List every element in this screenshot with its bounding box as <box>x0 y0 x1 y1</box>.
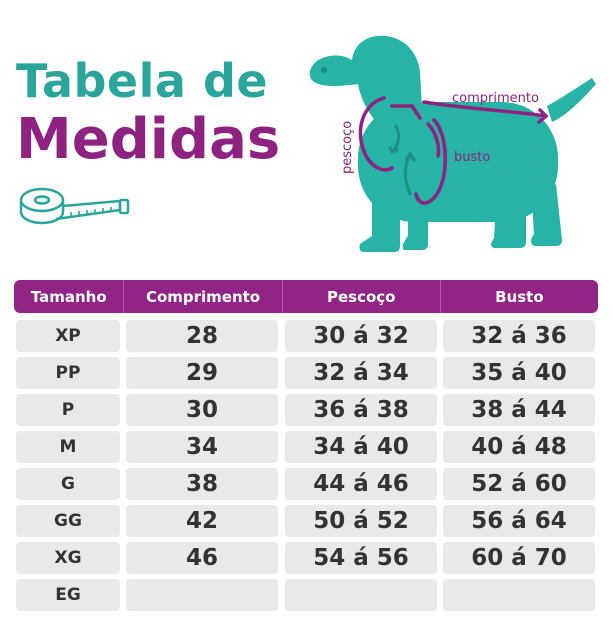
title-line-1: Tabela de <box>16 54 269 108</box>
size-cell: M <box>16 431 120 463</box>
pescoco-cell: 54 á 56 <box>285 542 437 574</box>
label-busto: busto <box>454 150 490 165</box>
size-cell: GG <box>16 505 120 537</box>
header-tamanho: Tamanho <box>30 287 107 306</box>
comprimento-cell: 42 <box>126 505 278 537</box>
comprimento-cell: 38 <box>126 468 278 500</box>
label-pescoco: pescoço <box>340 121 355 174</box>
dog-measurement-diagram: comprimento busto pescoço <box>309 35 596 252</box>
busto-cell <box>443 579 595 611</box>
pescoco-cell: 32 á 34 <box>285 357 437 389</box>
table-header: Tamanho Comprimento Pescoço Busto <box>14 280 598 313</box>
comprimento-cell: 30 <box>126 394 278 426</box>
size-cell: P <box>16 394 120 426</box>
header-comprimento: Comprimento <box>123 280 281 313</box>
busto-cell: 52 á 60 <box>443 468 595 500</box>
comprimento-cell: 34 <box>126 431 278 463</box>
pescoco-cell: 44 á 46 <box>285 468 437 500</box>
dog-silhouette-icon <box>309 35 596 252</box>
size-cell: G <box>16 468 120 500</box>
busto-cell: 32 á 36 <box>443 320 595 352</box>
size-cell: PP <box>16 357 120 389</box>
comprimento-cell <box>126 579 278 611</box>
pescoco-cell <box>285 579 437 611</box>
size-cell: XG <box>16 542 120 574</box>
pescoco-cell: 50 á 52 <box>285 505 437 537</box>
comprimento-cell: 28 <box>126 320 278 352</box>
busto-cell: 60 á 70 <box>443 542 595 574</box>
comprimento-cell: 46 <box>126 542 278 574</box>
busto-cell: 35 á 40 <box>443 357 595 389</box>
busto-cell: 38 á 44 <box>443 394 595 426</box>
header-pescoco: Pescoço <box>281 280 440 313</box>
title-line-2: Medidas <box>16 107 281 172</box>
busto-cell: 56 á 64 <box>443 505 595 537</box>
pescoco-cell: 36 á 38 <box>285 394 437 426</box>
size-cell: XP <box>16 320 120 352</box>
label-comprimento: comprimento <box>452 91 539 106</box>
size-cell: EG <box>16 579 120 611</box>
measuring-tape-icon <box>19 187 130 225</box>
pescoco-cell: 34 á 40 <box>285 431 437 463</box>
busto-cell: 40 á 48 <box>443 431 595 463</box>
comprimento-cell: 29 <box>126 357 278 389</box>
pescoco-cell: 30 á 32 <box>285 320 437 352</box>
header-busto: Busto <box>439 280 598 313</box>
